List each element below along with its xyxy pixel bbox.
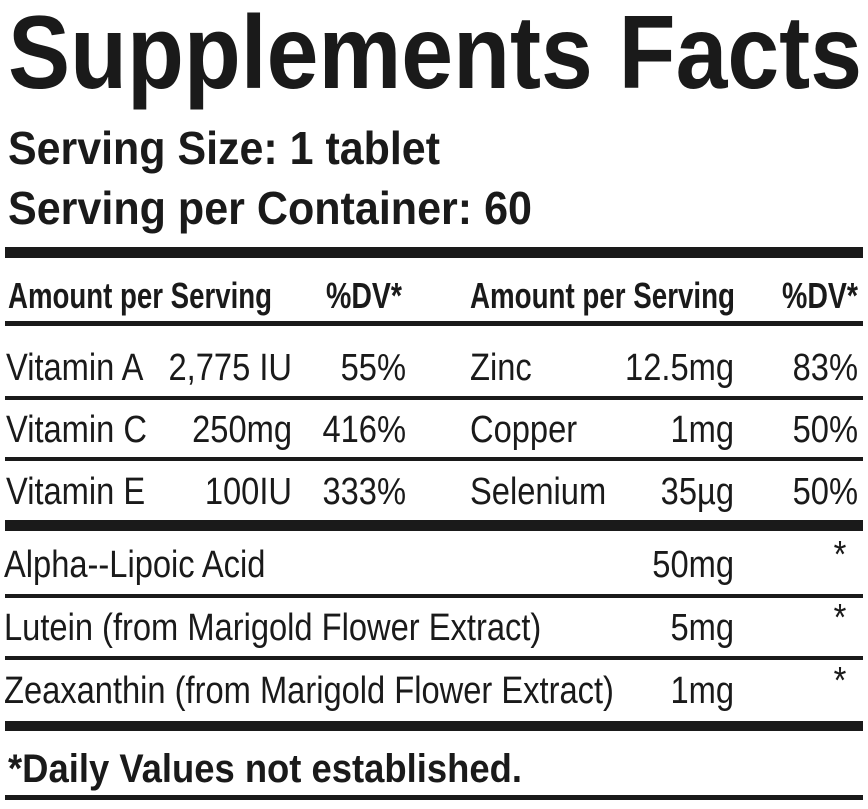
daily-value: 416% [322,408,406,451]
ingredient-name: Zeaxanthin (from Marigold Flower Extract… [4,669,614,712]
title: Supplements Facts [8,0,862,111]
daily-value: * [834,533,847,576]
column-header: Amount per Serving [470,275,735,316]
amount: 5mg [670,606,734,649]
nutrient-name: Vitamin A [6,346,144,389]
daily-value: 83% [793,346,858,389]
nutrient-name: Zinc [470,346,532,389]
amount: 2,775 IU [169,346,292,389]
servings-per-container: Serving per Container: 60 [8,182,532,234]
amount: 1mg [670,669,734,712]
column-header: Amount per Serving [8,275,272,316]
rule [5,457,863,461]
daily-value: * [834,659,847,702]
ingredient-name: Lutein (from Marigold Flower Extract) [4,606,541,649]
rule [5,396,863,400]
thick-rule [5,721,863,731]
daily-value: 333% [322,470,406,513]
column-header: %DV* [326,275,402,316]
daily-value: 50% [793,470,858,513]
ingredient-name: Alpha--Lipoic Acid [4,543,265,586]
rule [5,594,863,598]
nutrient-name: Vitamin E [6,470,145,513]
footnote: *Daily Values not established. [8,747,522,791]
amount: 1mg [670,408,734,451]
amount: 100IU [205,470,292,513]
nutrient-name: Selenium [470,470,606,513]
column-header: %DV* [782,275,858,316]
amount: 12.5mg [625,346,734,389]
thick-rule [5,520,863,531]
nutrient-name: Copper [470,408,577,451]
rule [5,321,863,326]
nutrient-name: Vitamin C [6,408,147,451]
amount: 250mg [192,408,292,451]
rule [5,656,863,660]
amount: 50mg [652,543,734,586]
serving-size: Serving Size: 1 tablet [8,122,440,174]
thick-rule [5,247,863,258]
daily-value: * [834,596,847,639]
daily-value: 55% [341,346,406,389]
daily-value: 50% [793,408,858,451]
rule [5,795,863,800]
amount: 35µg [661,470,734,513]
